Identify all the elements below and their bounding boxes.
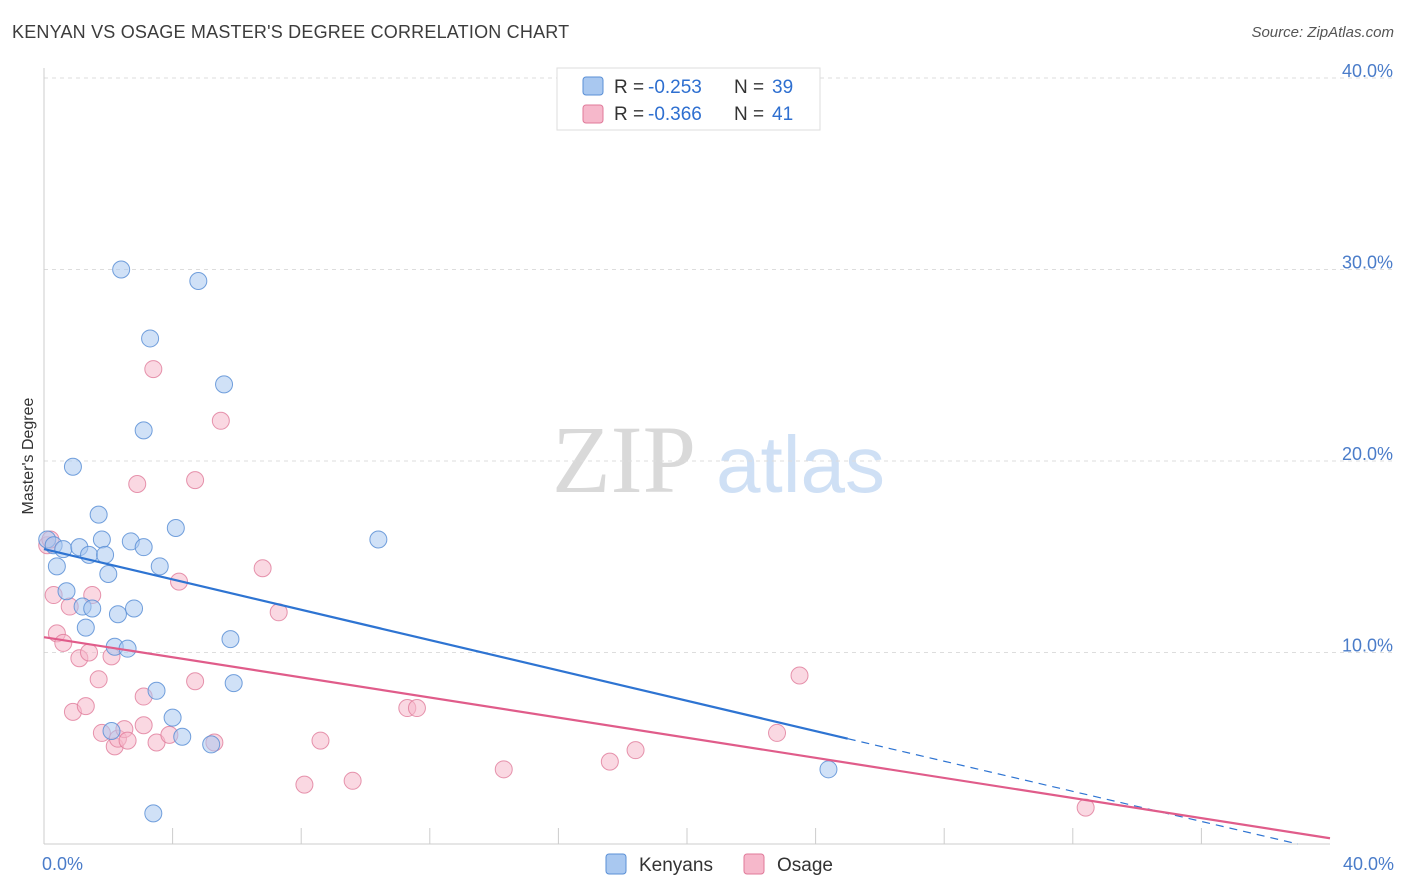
kenyans-point [147,681,166,700]
x-tick-label-max: 40.0% [1343,854,1394,874]
osage-point [494,760,513,779]
osage-point [144,360,163,379]
kenyans-point [83,599,102,618]
kenyans-point [99,564,118,583]
bottom-legend-swatch-osage [743,853,765,875]
osage-point [253,559,272,578]
osage-point [295,775,314,794]
kenyans-trend-line [43,548,849,740]
osage-point [768,723,787,742]
bottom-legend-swatch-kenyans [605,853,627,875]
kenyans-point [57,582,76,601]
osage-point [600,752,619,771]
bottom-legend: Kenyans Osage [605,853,833,876]
legend-r-label-osage: R = [614,104,649,125]
kenyans-point [141,329,160,348]
osage-point [407,699,426,718]
legend-n-value-osage: 41 [772,104,793,125]
kenyans-point [76,618,95,637]
legend-n-label-osage: N = [734,104,769,125]
kenyans-point [221,630,240,649]
osage-point [186,471,205,490]
osage-point [790,666,809,685]
y-axis-label: Master's Degree [20,397,37,514]
legend-n-value-kenyans: 39 [772,77,793,98]
kenyans-point [166,519,185,538]
watermark-atlas: atlas [716,420,885,509]
chart-title: KENYAN VS OSAGE MASTER'S DEGREE CORRELAT… [12,22,570,42]
osage-point [134,716,153,735]
kenyans-point [215,375,234,394]
kenyans-point [112,260,131,279]
kenyans-point [47,557,66,576]
osage-point [186,672,205,691]
kenyans-point [173,727,192,746]
kenyans-point [150,557,169,576]
kenyans-point [96,545,115,564]
bottom-legend-label-osage: Osage [777,855,833,876]
kenyans-point [202,735,221,754]
legend-r-label-kenyans: R = [614,77,649,98]
legend-swatch-kenyans [582,76,604,96]
y-tick-label: 20.0% [1342,444,1393,464]
osage-point [311,731,330,750]
x-ticks [172,828,1202,844]
watermark-zip: ZIP [552,406,696,513]
bottom-legend-label-kenyans: Kenyans [639,855,713,876]
osage-point [343,771,362,790]
osage-point [54,633,73,652]
osage-point [626,741,645,760]
kenyans-trend-extension [847,738,1298,845]
kenyans-point [108,605,127,624]
legend-r-value-kenyans: -0.253 [648,77,702,98]
kenyans-point [134,538,153,557]
kenyans-point [224,674,243,693]
kenyans-point [144,804,163,823]
kenyans-point [369,530,388,549]
kenyans-point [163,708,182,727]
osage-point [128,474,147,493]
osage-point [118,731,137,750]
kenyans-point [189,271,208,290]
legend-n-label-kenyans: N = [734,77,769,98]
osage-point [80,643,99,662]
legend-r-value-osage: -0.366 [648,104,702,125]
source-label: Source: ZipAtlas.com [1251,24,1394,41]
y-tick-labels: 10.0% 20.0% 30.0% 40.0% [1342,61,1393,656]
trend-lines [43,548,1331,845]
kenyans-point [125,599,144,618]
osage-point [89,670,108,689]
top-legend: R = -0.253 N = 39 R = -0.366 N = 41 [556,67,821,131]
osage-point [211,411,230,430]
osage-point [76,697,95,716]
y-tick-label: 10.0% [1342,636,1393,656]
kenyans-point [102,722,121,741]
kenyans-point [63,457,82,476]
legend-swatch-osage [582,104,604,124]
kenyans-point [89,505,108,524]
osage-trend-line [43,636,1331,840]
y-tick-label: 30.0% [1342,253,1393,273]
gridlines [44,77,1392,653]
y-tick-label: 40.0% [1342,61,1393,81]
kenyans-point [819,760,838,779]
kenyans-point [92,530,111,549]
kenyans-point [134,421,153,440]
x-tick-label-min: 0.0% [42,854,83,874]
